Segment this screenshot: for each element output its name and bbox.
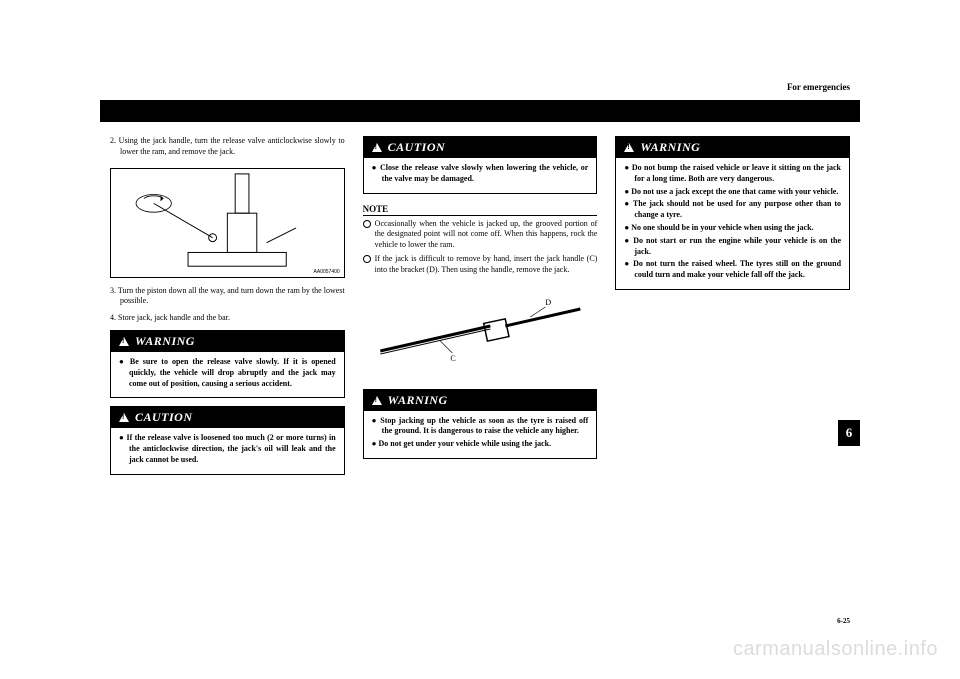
caution-header: CAUTION xyxy=(111,407,344,428)
column-1: 2. Using the jack handle, turn the relea… xyxy=(110,136,345,619)
warning-title: WARNING xyxy=(640,140,700,155)
note-item: If the jack is difficult to remove by ha… xyxy=(363,254,598,276)
warning-item: Be sure to open the release valve slowly… xyxy=(119,357,336,389)
caution-title: CAUTION xyxy=(135,410,193,425)
page: For emergencies 2. Using the jack handle… xyxy=(0,0,960,679)
caution-body: Close the release valve slowly when lowe… xyxy=(364,158,597,193)
warning-item: Stop jacking up the vehicle as soon as t… xyxy=(372,416,589,438)
handle-illustration: D C xyxy=(363,291,598,381)
warning-title: WARNING xyxy=(135,334,195,349)
warning-item: Do not get under your vehicle while usin… xyxy=(372,439,589,450)
warning-item: Do not turn the raised wheel. The tyres … xyxy=(624,259,841,281)
warning-item: No one should be in your vehicle when us… xyxy=(624,223,841,234)
svg-text:C: C xyxy=(450,354,455,363)
warning-box-1: WARNING Be sure to open the release valv… xyxy=(110,330,345,398)
warning-item: Do not use a jack except the one that ca… xyxy=(624,187,841,198)
side-tab: 6 xyxy=(838,420,860,446)
warning-item: Do not start or run the engine while you… xyxy=(624,236,841,258)
note-list: Occasionally when the vehicle is jacked … xyxy=(363,219,598,279)
warning-header: WARNING xyxy=(111,331,344,352)
diagram-id: AA0057400 xyxy=(314,269,340,275)
warning-body: Be sure to open the release valve slowly… xyxy=(111,352,344,397)
column-3: WARNING Do not bump the raised vehicle o… xyxy=(615,136,850,619)
note-item: Occasionally when the vehicle is jacked … xyxy=(363,219,598,251)
warning-title: WARNING xyxy=(388,393,448,408)
header-section: For emergencies xyxy=(787,82,850,92)
svg-text:D: D xyxy=(545,298,551,307)
caution-box-2: CAUTION Close the release valve slowly w… xyxy=(363,136,598,194)
step-3: 3. Turn the piston down all the way, and… xyxy=(110,286,345,308)
caution-item: If the release valve is loosened too muc… xyxy=(119,433,336,465)
caution-item: Close the release valve slowly when lowe… xyxy=(372,163,589,185)
warning-body: Do not bump the raised vehicle or leave … xyxy=(616,158,849,289)
warning-header: WARNING xyxy=(364,390,597,411)
step-4: 4. Store jack, jack handle and the bar. xyxy=(110,313,345,324)
page-number: 6-25 xyxy=(837,617,850,625)
caution-header: CAUTION xyxy=(364,137,597,158)
warning-icon xyxy=(119,337,129,346)
step-2: 2. Using the jack handle, turn the relea… xyxy=(110,136,345,158)
warning-box-3: WARNING Do not bump the raised vehicle o… xyxy=(615,136,850,290)
diagram-jack: AA0057400 xyxy=(110,168,345,278)
warning-item: The jack should not be used for any purp… xyxy=(624,199,841,221)
watermark: carmanualsonline.info xyxy=(733,638,938,661)
caution-body: If the release valve is loosened too muc… xyxy=(111,428,344,473)
warning-icon xyxy=(624,143,634,152)
jack-illustration xyxy=(111,169,344,277)
note-label: NOTE xyxy=(363,204,598,216)
caution-box-1: CAUTION If the release valve is loosened… xyxy=(110,406,345,474)
header-band xyxy=(100,100,860,122)
warning-item: Do not bump the raised vehicle or leave … xyxy=(624,163,841,185)
diagram-handle: D C xyxy=(363,291,598,381)
warning-box-2: WARNING Stop jacking up the vehicle as s… xyxy=(363,389,598,459)
warning-body: Stop jacking up the vehicle as soon as t… xyxy=(364,411,597,458)
caution-icon xyxy=(119,413,129,422)
caution-icon xyxy=(372,143,382,152)
warning-header: WARNING xyxy=(616,137,849,158)
column-2: CAUTION Close the release valve slowly w… xyxy=(363,136,598,619)
content-area: 2. Using the jack handle, turn the relea… xyxy=(110,136,850,619)
warning-icon xyxy=(372,396,382,405)
caution-title: CAUTION xyxy=(388,140,446,155)
